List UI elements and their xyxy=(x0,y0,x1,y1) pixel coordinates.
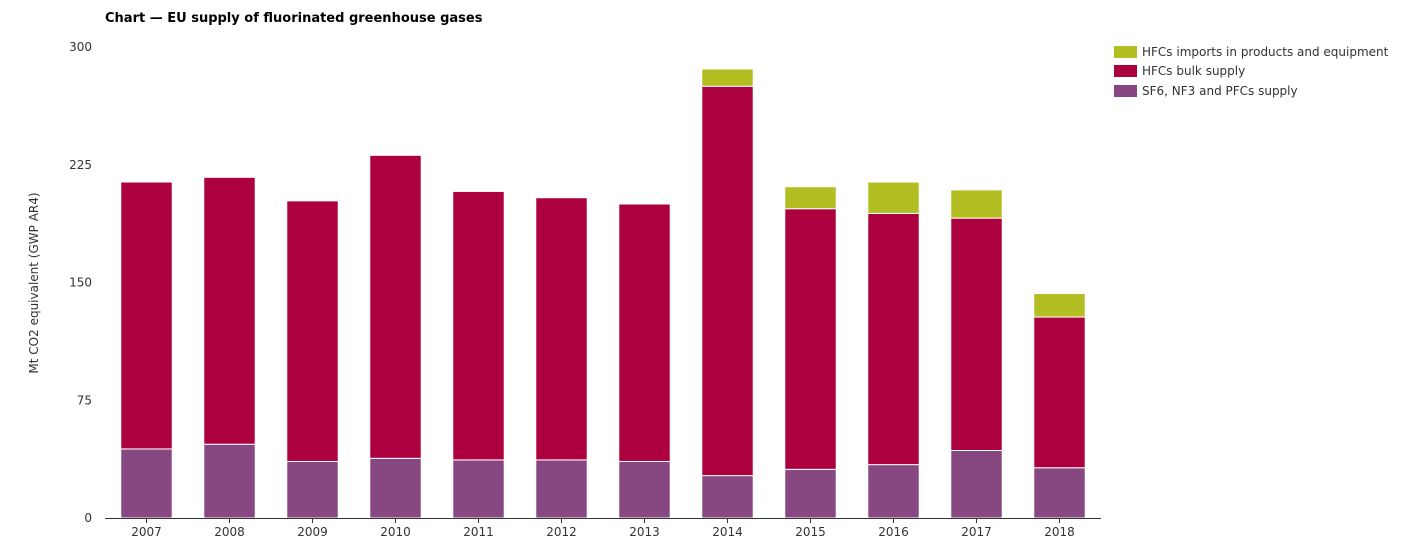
x-tick-label: 2008 xyxy=(214,525,245,539)
x-tick-label: 2016 xyxy=(878,525,909,539)
bar-2015-series-0[interactable] xyxy=(784,468,837,519)
x-tick-label: 2018 xyxy=(1044,525,1075,539)
bar-2009-series-0[interactable] xyxy=(286,460,339,519)
bar-2008-series-1[interactable] xyxy=(203,176,256,445)
bar-2013-series-0[interactable] xyxy=(618,460,671,519)
x-tick-label: 2014 xyxy=(712,525,743,539)
x-tick-label: 2015 xyxy=(795,525,826,539)
x-tick-label: 2013 xyxy=(629,525,660,539)
bar-2015-series-2[interactable] xyxy=(784,186,837,210)
y-tick-label: 75 xyxy=(77,393,92,407)
y-axis-ticks: 300 225 150 75 0 xyxy=(69,40,92,525)
x-tick-label: 2010 xyxy=(380,525,411,539)
legend-item-bulk[interactable]: HFCs bulk supply xyxy=(1114,62,1388,82)
bar-2012-series-0[interactable] xyxy=(535,459,588,519)
bar-2008-series-0[interactable] xyxy=(203,443,256,519)
legend-label-sf6: SF6, NF3 and PFCs supply xyxy=(1142,83,1298,98)
y-tick-label: 300 xyxy=(69,40,92,54)
bar-2012-series-1[interactable] xyxy=(535,197,588,461)
bar-2017-series-2[interactable] xyxy=(950,189,1003,219)
bar-2014-series-1[interactable] xyxy=(701,85,754,477)
bar-2009-series-1[interactable] xyxy=(286,200,339,462)
chart-legend: HFCs imports in products and equipment H… xyxy=(1114,42,1388,101)
bar-2015-series-1[interactable] xyxy=(784,208,837,470)
legend-swatch-imports xyxy=(1114,45,1137,58)
bar-2010-series-1[interactable] xyxy=(369,154,422,459)
x-tick-label: 2009 xyxy=(297,525,328,539)
legend-swatch-sf6 xyxy=(1114,84,1137,97)
bar-2017-series-0[interactable] xyxy=(950,449,1003,519)
y-axis-title: Mt CO2 equivalent (GWP AR4) xyxy=(27,192,41,373)
bar-2018-series-2[interactable] xyxy=(1033,292,1086,318)
bar-2017-series-1[interactable] xyxy=(950,217,1003,451)
legend-item-imports[interactable]: HFCs imports in products and equipment xyxy=(1114,42,1388,62)
y-tick-label: 150 xyxy=(69,276,92,290)
bar-2014-series-0[interactable] xyxy=(701,475,754,519)
bar-2010-series-0[interactable] xyxy=(369,457,422,519)
bar-2014-series-2[interactable] xyxy=(701,68,754,87)
bar-2011-series-0[interactable] xyxy=(452,459,505,519)
bar-2016-series-1[interactable] xyxy=(867,212,920,466)
bar-2013-series-1[interactable] xyxy=(618,203,671,462)
legend-item-sf6[interactable]: SF6, NF3 and PFCs supply xyxy=(1114,81,1388,101)
x-tick-label: 2012 xyxy=(546,525,577,539)
bar-2016-series-2[interactable] xyxy=(867,181,920,214)
bar-2007-series-1[interactable] xyxy=(120,181,173,450)
x-tick-label: 2011 xyxy=(463,525,494,539)
x-tick-label: 2007 xyxy=(131,525,162,539)
x-tick-label: 2017 xyxy=(961,525,992,539)
bar-2011-series-1[interactable] xyxy=(452,190,505,461)
bar-2016-series-0[interactable] xyxy=(867,464,920,519)
x-axis-ticks: 2007 2008 2009 2010 2011 2012 2013 2014 2015 2016… xyxy=(131,518,1075,539)
y-tick-label: 225 xyxy=(69,158,92,172)
legend-label-bulk: HFCs bulk supply xyxy=(1142,64,1246,79)
y-tick-label: 0 xyxy=(84,511,92,525)
bar-2018-series-1[interactable] xyxy=(1033,316,1086,469)
bars-group xyxy=(120,68,1086,519)
chart-title: Chart — EU supply of fluorinated greenho… xyxy=(105,11,483,26)
legend-swatch-bulk xyxy=(1114,65,1137,78)
legend-label-imports: HFCs imports in products and equipment xyxy=(1142,44,1389,59)
bar-2018-series-0[interactable] xyxy=(1033,467,1086,519)
bar-2007-series-0[interactable] xyxy=(120,448,173,519)
